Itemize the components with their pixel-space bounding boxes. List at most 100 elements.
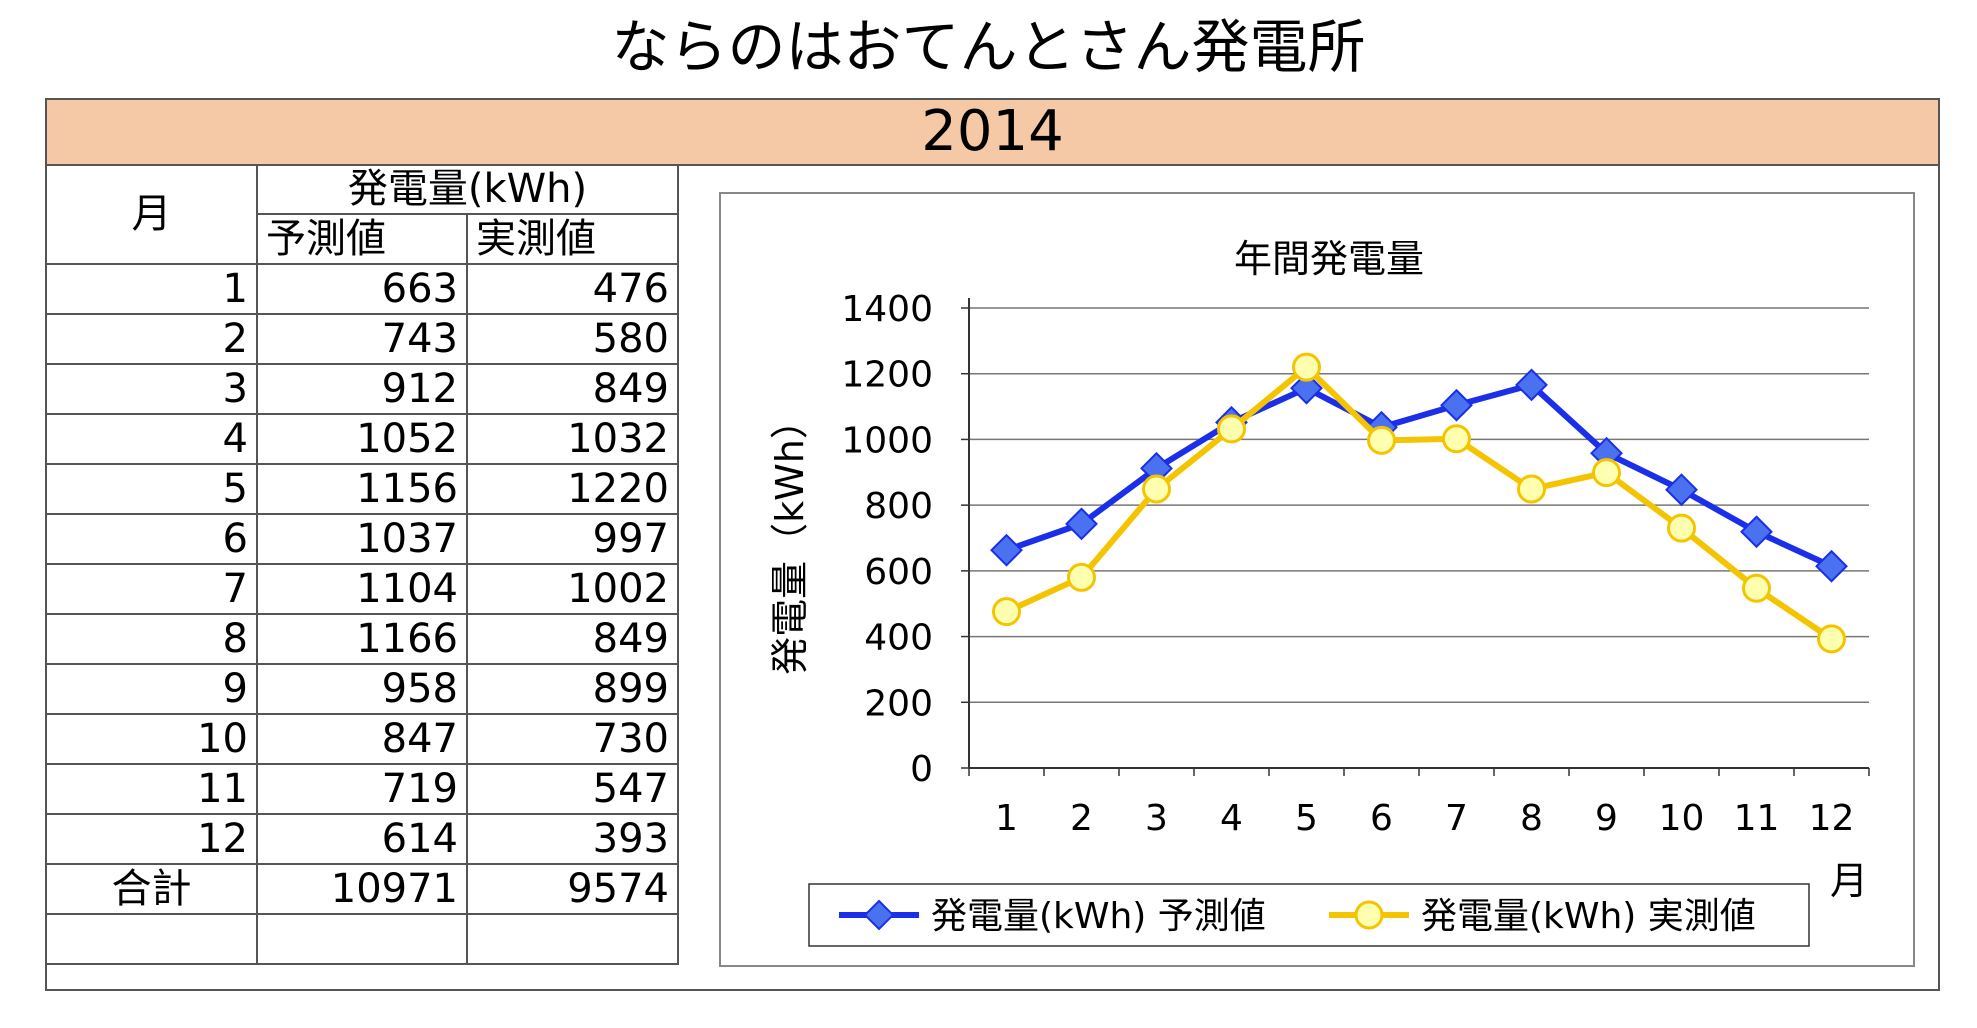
data-point [1592, 458, 1621, 488]
actual-cell: 476 [466, 263, 679, 315]
actual-cell: 393 [466, 813, 679, 865]
x-tick-label: 6 [1370, 798, 1393, 839]
data-point [1742, 573, 1771, 603]
actual-cell: 1002 [466, 563, 679, 615]
data-point [1065, 507, 1098, 541]
report-frame: 2014 月 発電量(kWh) 予測値 実測値 1 663 476 2 743 580 3 9… [45, 98, 1940, 991]
x-tick-label: 12 [1809, 798, 1855, 839]
table-row: 5 1156 1220 [47, 463, 679, 515]
actual-cell: 730 [466, 713, 679, 765]
legend-label: 発電量(kWh) 実測値 [1421, 896, 1756, 937]
header-predicted: 予測値 [257, 213, 468, 265]
y-axis-label: 発電量（kWh） [768, 401, 812, 675]
table-row: 6 1037 997 [47, 513, 679, 565]
total-label: 合計 [47, 863, 258, 915]
predicted-cell: 614 [256, 813, 468, 865]
x-tick-label: 5 [1295, 798, 1318, 839]
month-cell: 8 [47, 613, 258, 665]
month-cell: 1 [47, 263, 258, 315]
predicted-cell: 1104 [256, 563, 468, 615]
y-tick-label: 600 [864, 552, 933, 593]
actual-cell: 899 [466, 663, 679, 715]
legend-marker [1354, 900, 1384, 930]
data-point [990, 533, 1023, 567]
year-header: 2014 [47, 100, 1938, 166]
header-month: 月 [47, 164, 258, 265]
data-point [1440, 388, 1473, 422]
y-tick-label: 200 [864, 683, 933, 724]
predicted-cell: 1037 [256, 513, 468, 565]
total-row: 合計 10971 9574 [47, 863, 679, 915]
table-row: 3 912 849 [47, 363, 679, 415]
data-point [1292, 352, 1321, 382]
header-generation: 発電量(kWh) [256, 164, 679, 215]
predicted-cell: 1052 [256, 413, 468, 465]
predicted-cell: 663 [256, 263, 468, 315]
month-cell: 4 [47, 413, 258, 465]
table-row: 7 1104 1002 [47, 563, 679, 615]
table-subheader-row: 予測値 実測値 [47, 213, 679, 265]
data-point [1290, 371, 1323, 405]
data-point [1217, 414, 1246, 444]
predicted-cell: 719 [256, 763, 468, 815]
data-point [1367, 425, 1396, 455]
x-tick-label: 3 [1145, 798, 1168, 839]
data-point [1517, 474, 1546, 504]
actual-cell: 849 [466, 613, 679, 665]
empty-row [47, 913, 679, 965]
data-point [1142, 474, 1171, 504]
predicted-cell: 1166 [256, 613, 468, 665]
y-tick-label: 0 [910, 749, 933, 790]
month-cell: 11 [47, 763, 258, 815]
table-row: 8 1166 849 [47, 613, 679, 665]
y-tick-label: 400 [864, 618, 933, 659]
data-point [1442, 424, 1471, 454]
month-cell: 12 [47, 813, 258, 865]
month-cell: 6 [47, 513, 258, 565]
actual-cell: 849 [466, 363, 679, 415]
legend-label: 発電量(kWh) 予測値 [931, 896, 1266, 937]
x-tick-label: 2 [1070, 798, 1093, 839]
legend-box [808, 883, 1810, 947]
predicted-cell: 1156 [256, 463, 468, 515]
data-point [1515, 368, 1548, 402]
x-axis-label: 月 [1830, 859, 1868, 903]
month-cell: 2 [47, 313, 258, 365]
data-point [1815, 549, 1848, 583]
predicted-cell: 912 [256, 363, 468, 415]
empty-cell [47, 913, 258, 965]
y-tick-label: 1000 [841, 420, 933, 461]
table-row: 11 719 547 [47, 763, 679, 815]
y-tick-label: 1400 [841, 289, 933, 330]
predicted-cell: 743 [256, 313, 468, 365]
month-cell: 5 [47, 463, 258, 515]
actual-cell: 1220 [466, 463, 679, 515]
x-tick-label: 10 [1659, 798, 1705, 839]
x-tick-label: 11 [1734, 798, 1780, 839]
y-tick-label: 1200 [841, 355, 933, 396]
table-row: 12 614 393 [47, 813, 679, 865]
x-tick-label: 8 [1520, 798, 1543, 839]
data-point [1817, 624, 1846, 654]
x-tick-label: 1 [995, 798, 1018, 839]
series-line [1005, 381, 1833, 569]
table-header-row: 月 発電量(kWh) [47, 164, 679, 265]
table-row: 1 663 476 [47, 263, 679, 315]
y-tick-label: 800 [864, 486, 933, 527]
table-row: 2 743 580 [47, 313, 679, 365]
table-row: 4 1052 1032 [47, 413, 679, 465]
x-tick-label: 7 [1445, 798, 1468, 839]
legend-marker [863, 899, 895, 931]
actual-cell: 580 [466, 313, 679, 365]
data-point [1667, 513, 1696, 543]
month-cell: 9 [47, 663, 258, 715]
empty-cell [466, 913, 679, 965]
data-point [1665, 473, 1698, 507]
month-cell: 3 [47, 363, 258, 415]
series-line [1005, 364, 1834, 642]
table-row: 10 847 730 [47, 713, 679, 765]
actual-cell: 547 [466, 763, 679, 815]
predicted-cell: 958 [256, 663, 468, 715]
x-tick-label: 4 [1220, 798, 1243, 839]
